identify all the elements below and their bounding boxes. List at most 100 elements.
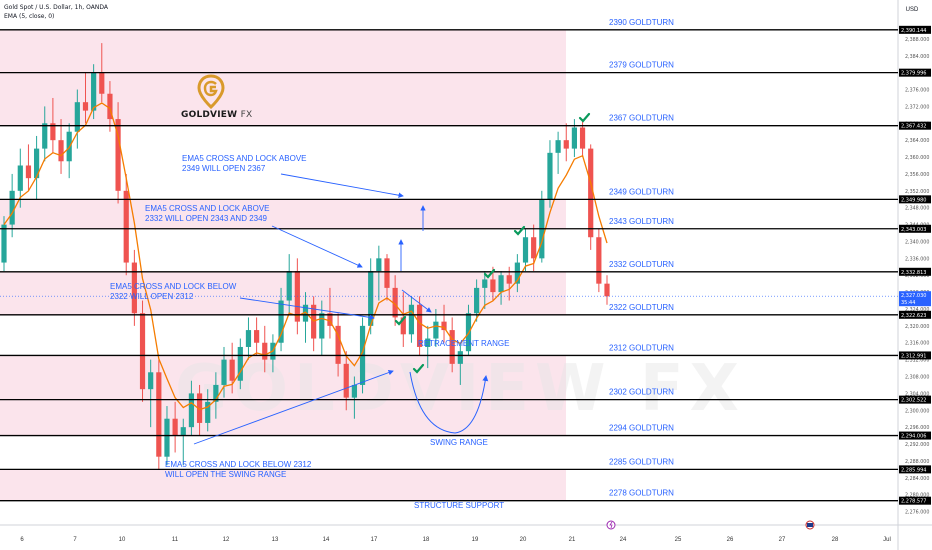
ema5-line — [3, 102, 608, 411]
candle-body — [588, 148, 594, 238]
x-tick-label: Jul — [883, 537, 891, 543]
candle-body — [74, 102, 80, 132]
candle-body — [425, 338, 431, 347]
level-label: 2332 GOLDTURN — [609, 260, 674, 269]
candle-body — [33, 148, 40, 179]
annotation-text: WILL OPEN THE SWING RANGE — [165, 470, 286, 479]
candle-body — [335, 325, 341, 364]
flag-glyph-icon — [807, 523, 813, 527]
annotation-text: EMA5 CROSS AND LOCK ABOVE — [145, 204, 269, 213]
y-tick-label: 2,332.000 — [905, 273, 929, 279]
x-tick-label: 19 — [472, 537, 479, 543]
annotation-arrow — [193, 370, 394, 445]
y-tick-label: 2,284.000 — [905, 476, 929, 482]
candle-body — [221, 359, 227, 385]
candle-body — [400, 317, 406, 335]
level-label: 2302 GOLDTURN — [609, 388, 674, 397]
y-tick-label: 2,300.000 — [905, 408, 929, 414]
candle-body — [490, 279, 496, 293]
candle-body — [262, 342, 268, 360]
level-label: 2294 GOLDTURN — [609, 424, 674, 433]
level-price-tag-text: 2,312.991 — [901, 353, 926, 359]
candle-body — [1, 224, 7, 263]
check-icon — [578, 112, 591, 123]
y-tick-label: 2,376.000 — [905, 88, 929, 94]
x-tick-label: 6 — [20, 537, 24, 543]
candle-body — [579, 127, 586, 149]
candle-body — [327, 313, 333, 326]
level-price-tag-text: 2,322.623 — [901, 313, 926, 319]
swing-range-label: SWING RANGE — [430, 438, 488, 447]
annotation-arrow — [271, 225, 363, 268]
level-price-tag-text: 2,390.144 — [901, 28, 926, 34]
candle-body — [522, 237, 529, 263]
candle-body — [441, 321, 447, 331]
zone-band — [0, 469, 566, 501]
candle-body — [205, 401, 211, 423]
level-label: 2278 GOLDTURN — [609, 489, 674, 498]
level-price-tag — [899, 224, 931, 233]
candle-body — [449, 330, 455, 364]
indicator-label[interactable]: EMA (5, close, 0) — [4, 13, 55, 20]
y-tick-label: 2,320.000 — [905, 324, 929, 330]
candle-body — [196, 393, 203, 423]
candle-body — [547, 152, 553, 200]
current-price-text: 2,327.030 — [901, 293, 926, 299]
currency-label: USD — [906, 7, 919, 13]
x-tick-label: 26 — [727, 537, 734, 543]
candle-body — [115, 119, 121, 191]
candle-body — [563, 140, 569, 149]
candle-body — [514, 262, 520, 284]
swing-arc-arrow — [409, 371, 489, 434]
candle-body — [408, 304, 415, 335]
level-price-tag-text: 2,278.577 — [901, 499, 926, 505]
candle-body — [457, 351, 463, 364]
lightning-glyph-icon — [609, 521, 613, 529]
level-label: 2285 GOLDTURN — [609, 457, 674, 466]
candle-body — [9, 190, 15, 225]
candle-body — [131, 262, 137, 314]
x-tick-label: 10 — [119, 537, 126, 543]
level-price-tag — [899, 25, 931, 34]
annotation-arrow — [401, 289, 432, 313]
y-tick-label: 2,336.000 — [905, 256, 929, 262]
candle-body — [416, 304, 423, 347]
level-label: 2322 GOLDTURN — [609, 303, 674, 312]
level-price-tag — [899, 310, 931, 319]
candle-body — [245, 330, 252, 347]
level-price-tag — [899, 121, 931, 130]
candle-body — [384, 258, 390, 288]
candle-body — [319, 313, 325, 339]
candle-body — [58, 140, 64, 162]
y-tick-label: 2,388.000 — [905, 37, 929, 43]
x-tick-label: 17 — [371, 537, 378, 543]
ema-layer — [3, 102, 608, 411]
candle-body — [392, 287, 398, 318]
candle-body — [531, 237, 537, 259]
candle-body — [25, 165, 32, 179]
structure-support-label: STRUCTURE SUPPORT — [414, 501, 504, 510]
candle-body — [213, 384, 219, 402]
candle-body — [99, 72, 105, 94]
annotation-text: 2332 WILL OPEN 2343 AND 2349 — [145, 214, 268, 223]
candle-body — [17, 165, 23, 191]
annotation-text: EMA5 CROSS AND LOCK BELOW 2312 — [165, 460, 312, 469]
candle-body — [343, 363, 349, 398]
level-price-tag-text: 2,367.432 — [901, 124, 926, 130]
logo-suffix: FX — [240, 110, 253, 120]
candle-body — [148, 372, 154, 390]
check-icon — [394, 315, 407, 326]
candle-body — [237, 346, 243, 381]
candle-body — [596, 237, 602, 284]
y-tick-label: 2,280.000 — [905, 493, 929, 499]
annotation-text: EMA5 CROSS AND LOCK BELOW — [110, 282, 237, 291]
candle-body — [139, 313, 146, 390]
y-tick-label: 2,292.000 — [905, 442, 929, 448]
check-icon — [412, 363, 425, 374]
level-price-tag — [899, 395, 931, 404]
zone-band — [0, 29, 566, 126]
x-tick-label: 20 — [520, 537, 527, 543]
